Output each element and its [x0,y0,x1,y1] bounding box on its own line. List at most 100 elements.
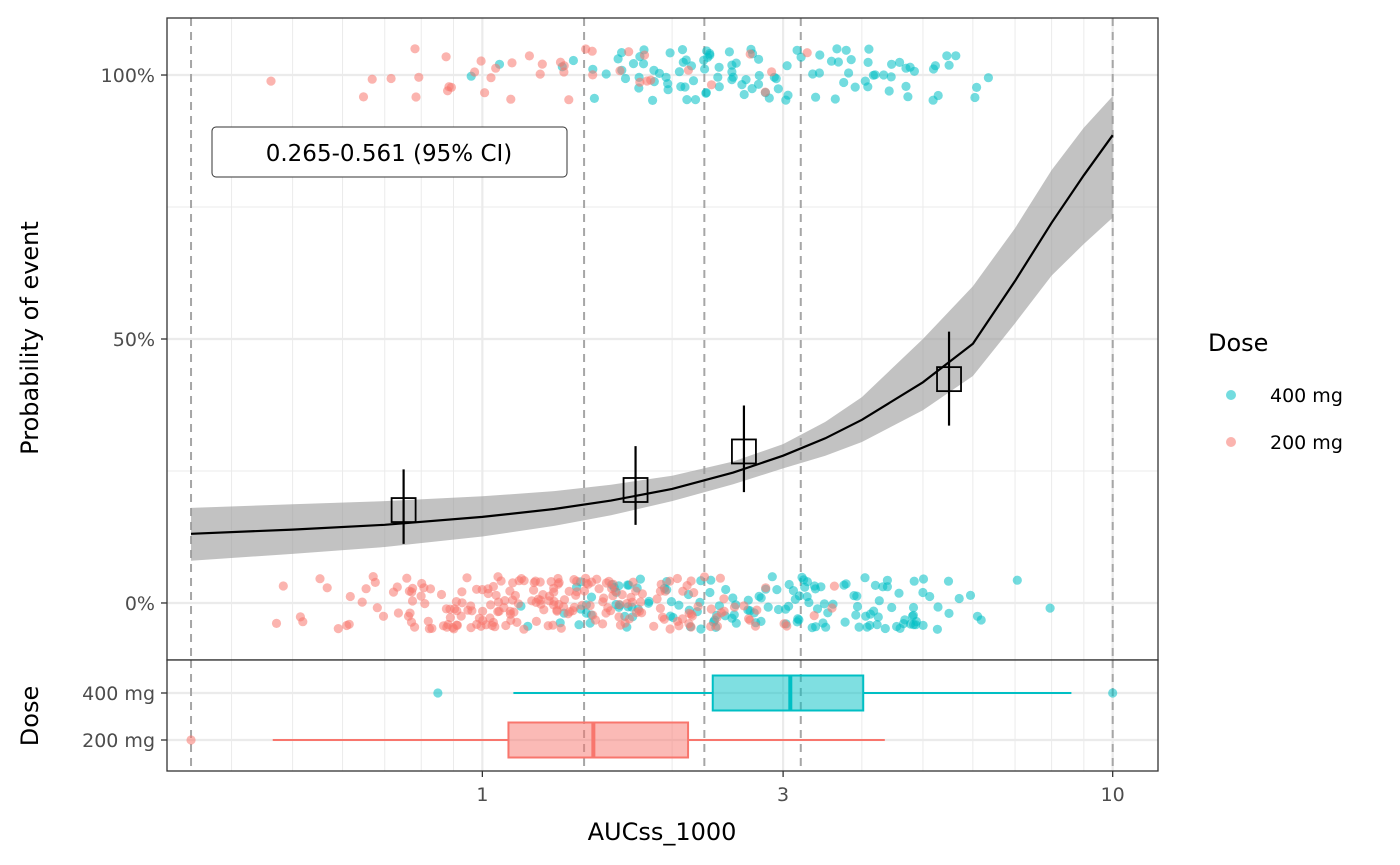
data-point [944,608,954,619]
data-point [657,612,668,622]
data-point [586,592,597,602]
data-point [739,89,749,100]
data-point [909,576,919,586]
data-point [844,68,854,78]
data-point [808,69,818,79]
data-point [852,601,863,612]
data-point [699,572,710,582]
data-point [615,66,625,76]
data-point [821,622,831,632]
data-point [637,608,647,618]
data-point [895,57,905,67]
data-point [870,580,881,591]
annotation-box [211,126,568,178]
data-point [474,613,484,623]
data-point [676,82,686,92]
legend: Dose 400 mg 200 mg [1208,329,1343,454]
data-point [793,614,803,624]
data-point [524,51,535,61]
data-point [568,55,579,66]
data-point [386,73,396,84]
data-point [832,44,842,54]
data-point [594,584,604,594]
data-point [841,579,851,589]
data-point [614,599,624,610]
y-tick-label: 50% [113,329,155,351]
data-point [672,573,683,584]
data-point [463,605,473,615]
boxplot-outlier [186,735,196,745]
data-point [665,48,675,58]
data-point [478,606,488,616]
data-point [754,70,764,81]
data-point [754,54,764,64]
data-point [954,593,964,604]
data-point [666,597,677,607]
x-axis-title: AUCss_1000 [588,818,737,846]
data-point [556,623,566,633]
data-point [792,45,802,55]
data-point [627,597,637,607]
data-point [681,55,691,65]
data-point [794,591,805,601]
data-point [753,79,764,89]
binned-square [622,477,649,503]
data-point [839,77,849,88]
data-point [674,67,685,77]
data-point [486,600,496,610]
data-point [643,598,654,608]
data-point [345,591,355,602]
data-point [342,620,352,631]
data-point [506,94,516,104]
x-tick-label: 3 [777,784,789,806]
data-point [620,73,631,84]
data-point [683,65,694,75]
data-point [410,622,420,632]
data-point [271,618,282,629]
data-point [809,611,819,621]
data-point [635,574,646,584]
data-point [529,585,539,595]
data-point [873,612,883,622]
data-point [677,45,688,55]
data-point [599,593,609,603]
data-point [505,609,515,619]
data-point [862,622,872,632]
data-point [782,621,792,631]
data-point [508,578,518,588]
data-point [361,584,371,594]
data-point [357,597,367,607]
data-point [942,51,952,61]
data-point [638,59,649,69]
data-point [665,576,675,586]
binned-square [390,497,417,523]
data-point [491,63,501,73]
logistic-fit-line [190,134,1114,535]
data-point [295,612,305,622]
data-point [903,92,913,102]
data-point [773,84,783,94]
data-point [810,584,821,594]
data-point [932,624,943,634]
data-point [499,603,509,613]
data-point [559,61,569,71]
data-point [696,624,706,634]
data-point [729,610,739,620]
data-point [841,45,851,55]
boxplot-box [711,674,865,712]
data-point [728,72,738,82]
data-point [598,619,608,629]
data-point [569,575,579,585]
data-point [410,44,420,54]
data-point [688,76,699,86]
data-point [512,617,522,628]
data-point [569,602,580,613]
data-point [577,600,587,611]
data-point [441,52,451,62]
data-point [564,95,574,105]
data-point [713,72,723,82]
y-tick-label: 100% [101,65,155,87]
data-point [501,620,511,631]
data-point [833,57,844,67]
